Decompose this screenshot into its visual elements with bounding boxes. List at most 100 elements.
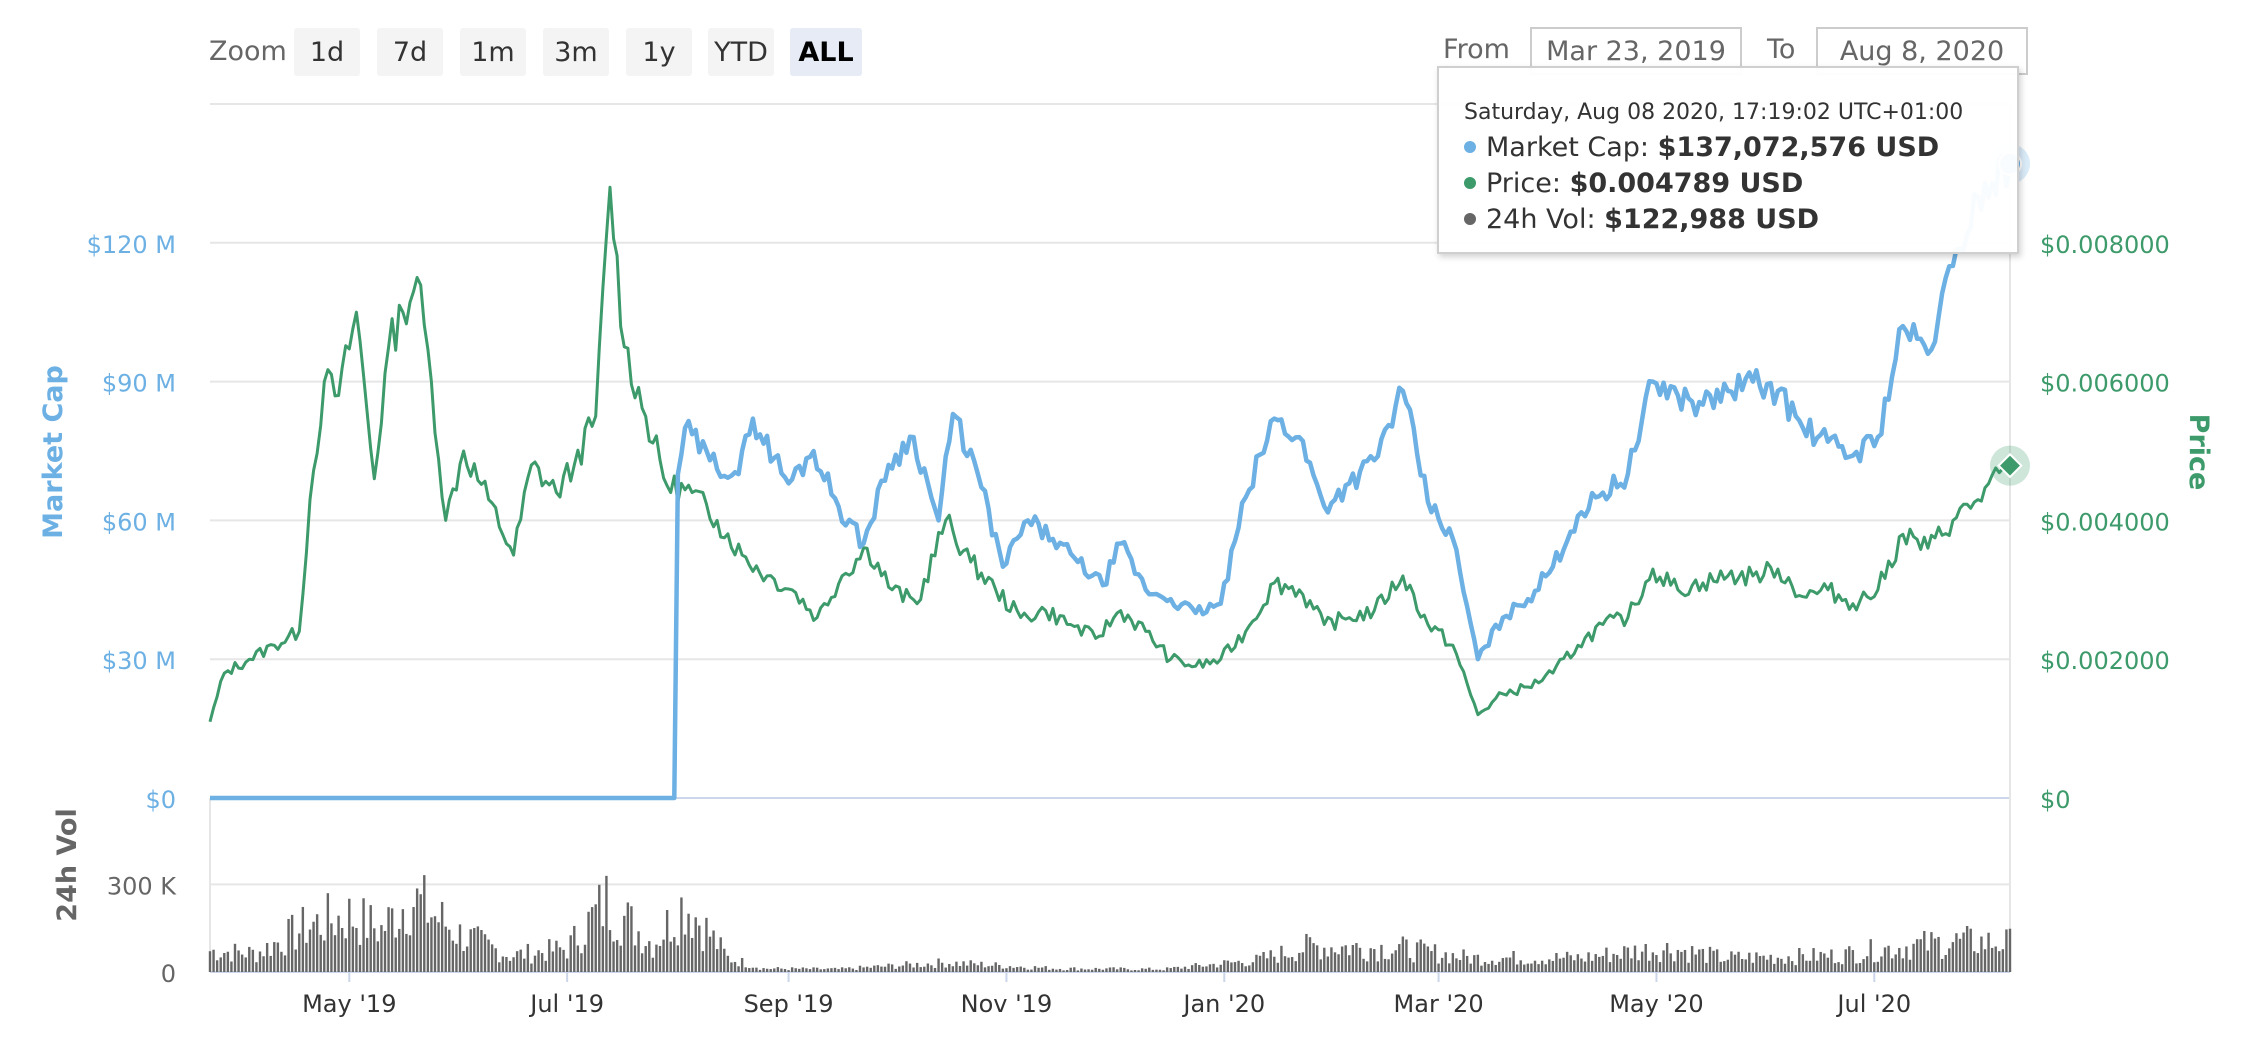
volume-bar (1280, 945, 1283, 972)
volume-bar (765, 968, 769, 972)
volume-bar (451, 940, 455, 972)
volume-bar (862, 967, 865, 972)
volume-bar (883, 966, 887, 972)
volume-bar (1294, 961, 1297, 972)
price-axis-title: Price (2183, 414, 2214, 491)
volume-bar (1419, 939, 1422, 972)
volume-bar (1937, 936, 1940, 972)
volume-bar (1705, 962, 1708, 972)
volume-bar (1562, 957, 1565, 972)
volume-bar (1248, 965, 1251, 972)
volume-bar (1915, 939, 1919, 972)
volume-bar (583, 944, 587, 972)
volume-bar (1215, 967, 1219, 972)
volume-bar (1619, 958, 1622, 972)
volume-bar (340, 928, 344, 972)
zoom-ytd-button[interactable]: YTD (708, 28, 774, 76)
volume-bar (1162, 970, 1165, 972)
volume-bar (712, 930, 715, 972)
volume-bar (1494, 964, 1497, 972)
volume-bar (865, 966, 869, 972)
volume-bar (1330, 947, 1333, 972)
zoom-7d-button[interactable]: 7d (377, 28, 443, 76)
price-tick-label: $0.004000 (2040, 508, 2170, 536)
volume-bar (762, 968, 765, 972)
volume-bar (348, 898, 351, 972)
volume-bar (998, 964, 1001, 972)
volume-bar (751, 967, 755, 972)
volume-bar (1805, 960, 1808, 972)
volume-bar (1840, 964, 1844, 972)
volume-bar (698, 925, 701, 972)
volume-bar (1880, 956, 1883, 972)
volume-bar (955, 961, 958, 972)
volume-bar (1876, 961, 1880, 972)
volume-bar (615, 940, 619, 972)
volume-bar (344, 938, 347, 972)
volume-bar (1540, 960, 1544, 972)
volume-bar (512, 957, 515, 972)
zoom-all-button[interactable]: ALL (790, 28, 862, 76)
volume-bar (487, 939, 490, 972)
volume-axis-title: 24h Vol (52, 808, 83, 921)
volume-bar (1119, 967, 1122, 972)
market-cap-tick-label: $0 (145, 786, 176, 814)
zoom-1m-button[interactable]: 1m (460, 28, 526, 76)
volume-bar (483, 934, 487, 972)
volume-bar (1383, 958, 1387, 972)
volume-bar (1608, 962, 1612, 972)
volume-bar (1933, 938, 1937, 972)
tooltip-row-volume: 24h Vol: $122,988 USD (1464, 204, 1819, 235)
zoom-1y-button[interactable]: 1y (626, 28, 692, 76)
volume-bar (523, 958, 526, 972)
volume-bar (969, 960, 972, 972)
volume-bar (780, 968, 783, 972)
volume-bar (1473, 955, 1476, 972)
volume-bar (740, 957, 744, 972)
volume-bar (1505, 957, 1508, 972)
volume-bar (426, 922, 430, 972)
volume-bar (490, 944, 494, 972)
zoom-1d-button[interactable]: 1d (294, 28, 360, 76)
volume-bar (1612, 953, 1615, 972)
volume-bar (1912, 943, 1915, 972)
volume-bar (748, 968, 751, 972)
volume-bar (869, 967, 872, 972)
volume-bar (1376, 961, 1380, 972)
volume-bar (1233, 962, 1237, 972)
volume-bar (223, 952, 226, 972)
volume-bar (1744, 959, 1747, 972)
volume-bar (265, 943, 269, 972)
volume-bar (1380, 944, 1383, 972)
volume-tick-label: 300 K (107, 872, 177, 900)
price-tick-label: $0.002000 (2040, 647, 2170, 675)
volume-bar (1198, 965, 1201, 972)
volume-bar (1948, 948, 1951, 972)
volume-bar (1373, 949, 1376, 972)
volume-bar (1569, 955, 1572, 972)
volume-bar (1544, 964, 1547, 972)
volume-bar (1673, 961, 1676, 972)
volume-bar (1265, 958, 1269, 972)
volume-bar (301, 906, 305, 972)
volume-bar (1390, 953, 1394, 972)
x-tick-label: Jan '20 (1181, 990, 1265, 1018)
market-cap-axis: $0 $30 M $60 M $90 M $120 M (87, 231, 176, 814)
volume-bar (415, 888, 419, 972)
volume-bar (1448, 963, 1451, 972)
volume-bar (1923, 930, 1926, 972)
volume-bar (1237, 960, 1240, 972)
volume-bar (1140, 968, 1144, 972)
x-tick-label: Jul '19 (528, 990, 604, 1018)
zoom-3m-button[interactable]: 3m (543, 28, 609, 76)
volume-bar (551, 951, 555, 972)
volume-bar (1444, 952, 1447, 972)
volume-bar (405, 933, 408, 972)
tooltip-volume-label: 24h Vol: (1486, 204, 1596, 235)
price-tick-label: $0 (2040, 786, 2071, 814)
volume-bar (962, 961, 965, 972)
volume-bar (573, 925, 576, 972)
volume-bar (1662, 950, 1665, 972)
volume-bar (273, 942, 276, 972)
